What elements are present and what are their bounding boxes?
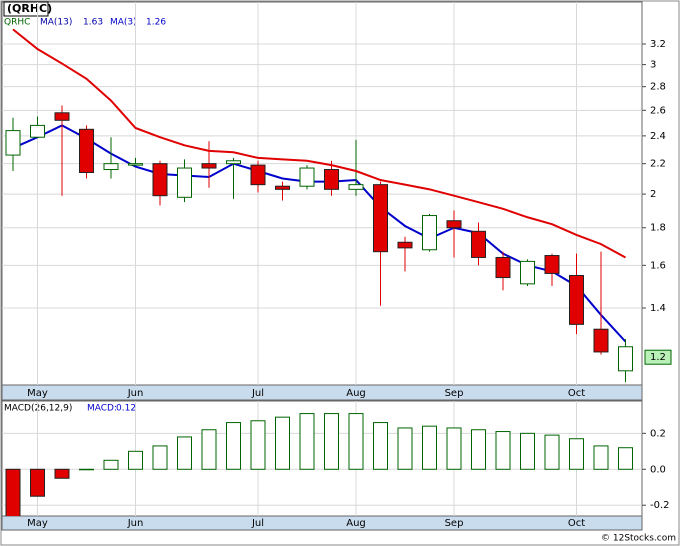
x-tick-label: Jun: [127, 518, 144, 529]
macd-bar: [5, 468, 21, 516]
y-tick-label: 3: [650, 60, 656, 71]
y-tick-label: 2.4: [650, 131, 666, 142]
macd-bar: [177, 436, 192, 470]
macd-bar: [103, 459, 119, 470]
legend-value: 1.26: [146, 18, 166, 28]
candle-body: [397, 241, 413, 249]
macd-bar: [446, 427, 462, 470]
candle-body: [446, 220, 462, 229]
y-tick-label: 3.2: [650, 39, 666, 50]
candle-body: [324, 169, 339, 190]
macd-bar: [397, 427, 413, 470]
candle-body: [30, 124, 45, 138]
y-tick-label: 1.8: [650, 223, 666, 234]
macd-bar: [471, 429, 486, 470]
candle-body: [103, 163, 119, 171]
candle-body: [226, 160, 241, 165]
last-price-box: [644, 349, 672, 365]
macd-bar: [275, 416, 290, 470]
x-tick-label: Oct: [568, 518, 585, 529]
macd-bar: [520, 432, 535, 470]
footer: © 12Stocks.com: [601, 534, 676, 544]
x-tick-label: Jul: [251, 388, 264, 399]
candle-body: [275, 185, 290, 190]
y-tick-label: 1.4: [650, 303, 666, 314]
x-tick-label: Oct: [568, 388, 585, 399]
candle-body: [471, 230, 486, 258]
macd-bar: [128, 450, 143, 470]
candle-body: [5, 130, 21, 156]
x-tick-label: Sep: [445, 388, 464, 399]
macd-label: MACD:: [87, 404, 117, 414]
candle-body: [128, 163, 143, 166]
x-axis-strip: [1, 515, 643, 531]
macd-plot: [2, 413, 642, 516]
candle-body: [373, 184, 388, 253]
x-tick-label: May: [27, 388, 48, 399]
macd-bar: [152, 445, 168, 470]
legend-entry: MA(13): [40, 18, 72, 28]
y-tick-label: 0.0: [650, 464, 666, 475]
x-tick-label: Aug: [346, 388, 366, 399]
y-tick-label: 2.8: [650, 82, 666, 93]
legend-value: 1.63: [83, 18, 103, 28]
candle-body: [54, 112, 70, 121]
macd-bar: [422, 425, 437, 470]
x-tick-label: May: [27, 518, 48, 529]
candle-body: [618, 346, 633, 372]
y-tick-label: -0.2: [650, 500, 670, 511]
y-tick-label: 2.6: [650, 105, 666, 116]
y-tick-label: 2: [650, 189, 656, 200]
candle-body: [569, 274, 584, 325]
macd-bar: [618, 447, 633, 470]
candle-body: [152, 163, 168, 197]
macd-bar: [348, 413, 364, 470]
y-tick-label: 2.2: [650, 159, 666, 170]
x-tick-label: Jul: [251, 518, 264, 529]
macd-bar: [569, 438, 584, 470]
candle-body: [79, 128, 94, 173]
macd-panel: [1, 400, 643, 517]
macd-bar: [373, 422, 388, 470]
candle-body: [422, 215, 437, 251]
candle-body: [201, 163, 217, 169]
macd-bar: [324, 413, 339, 470]
x-axis-strip: [1, 384, 643, 401]
x-tick-label: Sep: [445, 518, 464, 529]
candle-body: [177, 167, 192, 198]
chart-title: (QRHC): [7, 2, 52, 15]
candle-body: [593, 328, 609, 353]
x-tick-label: Aug: [346, 518, 366, 529]
price-plot: [2, 2, 642, 385]
ma-line: [12, 28, 626, 259]
macd-bar: [544, 434, 560, 470]
macd-bar: [79, 468, 94, 471]
last-price-label: 1.2: [650, 352, 666, 363]
legend-symbol: QRHC: [4, 18, 30, 28]
macd-value: 0.12: [116, 404, 136, 414]
macd-bar: [250, 420, 266, 470]
price-panel: [1, 1, 643, 386]
macd-bar: [226, 422, 241, 470]
candle-body: [348, 184, 364, 190]
candle-body: [299, 167, 315, 187]
macd-bar: [495, 431, 511, 470]
macd-bar: [30, 468, 45, 497]
candle-body: [250, 164, 266, 186]
candle-body: [495, 256, 511, 279]
legend-entry: MA(3): [110, 18, 137, 28]
macd-title: MACD(26,12,9): [4, 404, 72, 414]
y-tick-label: 0.2: [650, 428, 666, 439]
macd-bar: [54, 468, 70, 479]
x-tick-label: Jun: [127, 388, 144, 399]
candle-body: [520, 260, 535, 285]
macd-bar: [201, 429, 217, 470]
macd-bar: [299, 413, 315, 470]
macd-bar: [593, 445, 609, 470]
candle-body: [544, 255, 560, 274]
y-tick-label: 1.6: [650, 260, 666, 271]
